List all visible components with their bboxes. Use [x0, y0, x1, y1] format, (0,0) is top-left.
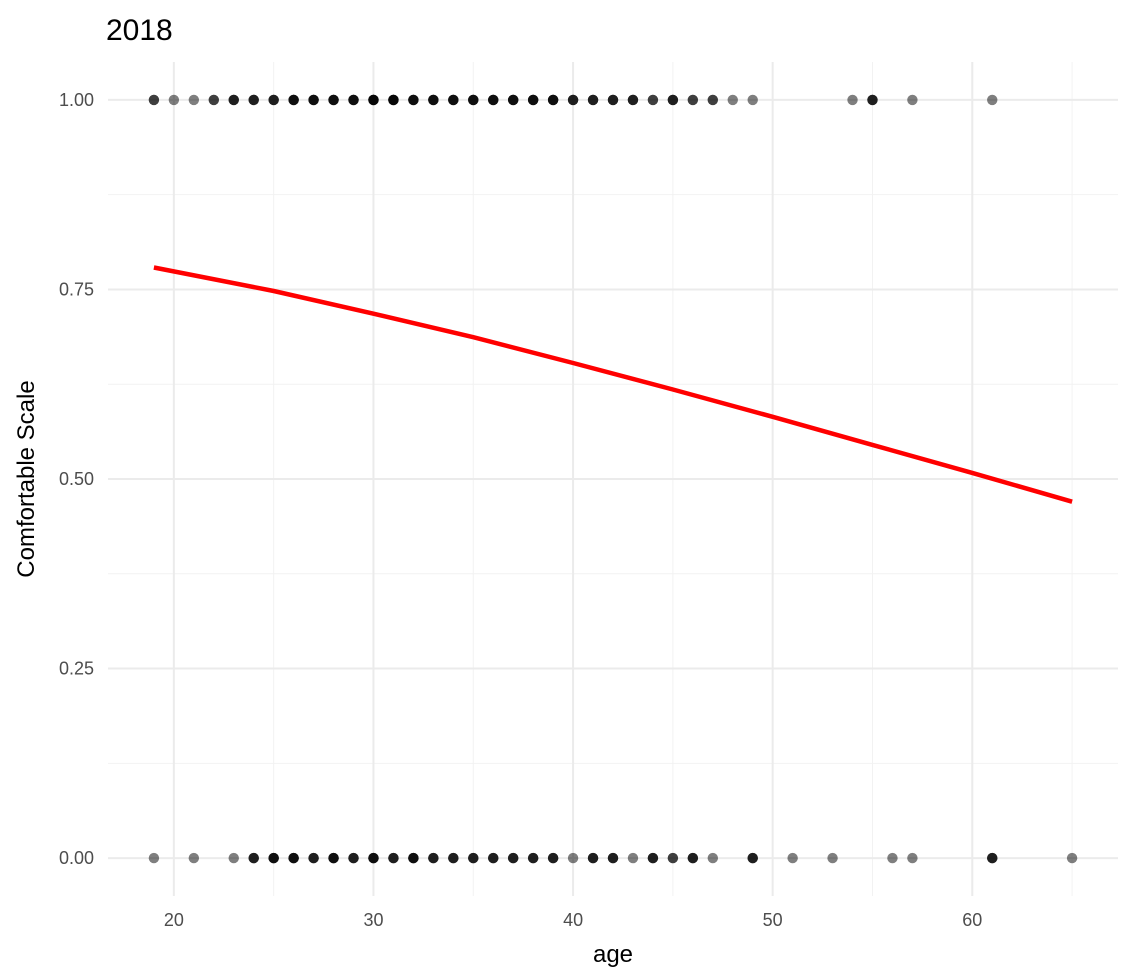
data-point: [707, 852, 719, 864]
data-point: [547, 852, 559, 864]
data-point: [507, 852, 519, 864]
data-point: [208, 94, 219, 106]
data-point: [468, 94, 479, 106]
data-point: [627, 94, 639, 106]
data-point: [687, 852, 699, 864]
x-tick-label: 50: [763, 910, 783, 930]
data-point: [368, 852, 379, 864]
data-point: [567, 94, 579, 106]
data-point: [647, 852, 659, 864]
data-point: [188, 94, 200, 106]
data-point: [747, 94, 758, 106]
data-point: [168, 94, 180, 106]
chart-title: 2018: [106, 14, 173, 47]
data-point: [288, 94, 299, 106]
points-layer: [148, 94, 1078, 864]
data-point: [527, 94, 539, 106]
data-point: [228, 94, 239, 106]
x-tick-label: 30: [363, 910, 383, 930]
data-point: [847, 94, 858, 106]
data-point: [987, 94, 998, 106]
data-point: [448, 852, 459, 864]
y-tick-label: 0.50: [59, 469, 94, 489]
x-axis-label: age: [593, 941, 633, 968]
data-point: [587, 852, 599, 864]
data-point: [587, 94, 599, 106]
data-point: [488, 852, 499, 864]
data-point: [867, 94, 878, 106]
data-point: [268, 94, 279, 106]
fit-line-layer: [153, 265, 1073, 504]
data-point: [268, 852, 279, 864]
data-point: [727, 94, 738, 106]
grid: [108, 62, 1118, 896]
data-point: [667, 852, 679, 864]
data-point: [567, 852, 579, 864]
data-point: [428, 94, 439, 106]
y-tick-labels: 0.00 0.25 0.50 0.75 1.00: [59, 90, 94, 868]
data-point: [647, 94, 659, 106]
data-point: [348, 94, 359, 106]
fit-line: [153, 265, 1073, 504]
data-point: [607, 852, 619, 864]
data-point: [408, 852, 419, 864]
x-tick-label: 40: [563, 910, 583, 930]
y-tick-label: 0.75: [59, 279, 94, 299]
data-point: [228, 852, 239, 864]
x-tick-label: 60: [962, 910, 982, 930]
data-point: [148, 852, 160, 864]
data-point: [787, 852, 798, 864]
data-point: [388, 94, 399, 106]
data-point: [148, 94, 160, 106]
data-point: [468, 852, 479, 864]
data-point: [667, 94, 679, 106]
x-tick-label: 20: [164, 910, 184, 930]
data-point: [388, 852, 399, 864]
data-point: [507, 94, 519, 106]
data-point: [248, 852, 259, 864]
data-point: [687, 94, 699, 106]
y-tick-label: 1.00: [59, 90, 94, 110]
data-point: [887, 852, 898, 864]
data-point: [607, 94, 619, 106]
data-point: [448, 94, 459, 106]
y-tick-label: 0.25: [59, 659, 94, 679]
data-point: [987, 852, 998, 864]
data-point: [408, 94, 419, 106]
data-point: [328, 94, 339, 106]
data-point: [707, 94, 719, 106]
y-tick-label: 0.00: [59, 848, 94, 868]
data-point: [527, 852, 539, 864]
data-point: [288, 852, 299, 864]
y-axis-label: Comfortable Scale: [13, 380, 40, 577]
data-point: [248, 94, 259, 106]
data-point: [907, 852, 918, 864]
data-point: [827, 852, 838, 864]
data-point: [627, 852, 639, 864]
data-point: [907, 94, 918, 106]
data-point: [348, 852, 359, 864]
data-point: [747, 852, 758, 864]
data-point: [547, 94, 559, 106]
data-point: [428, 852, 439, 864]
x-tick-labels: 20 30 40 50 60: [164, 910, 982, 930]
data-point: [188, 852, 200, 864]
data-point: [328, 852, 339, 864]
data-point: [308, 852, 319, 864]
data-point: [488, 94, 499, 106]
data-point: [308, 94, 319, 106]
data-point: [368, 94, 379, 106]
data-point: [1066, 852, 1078, 864]
